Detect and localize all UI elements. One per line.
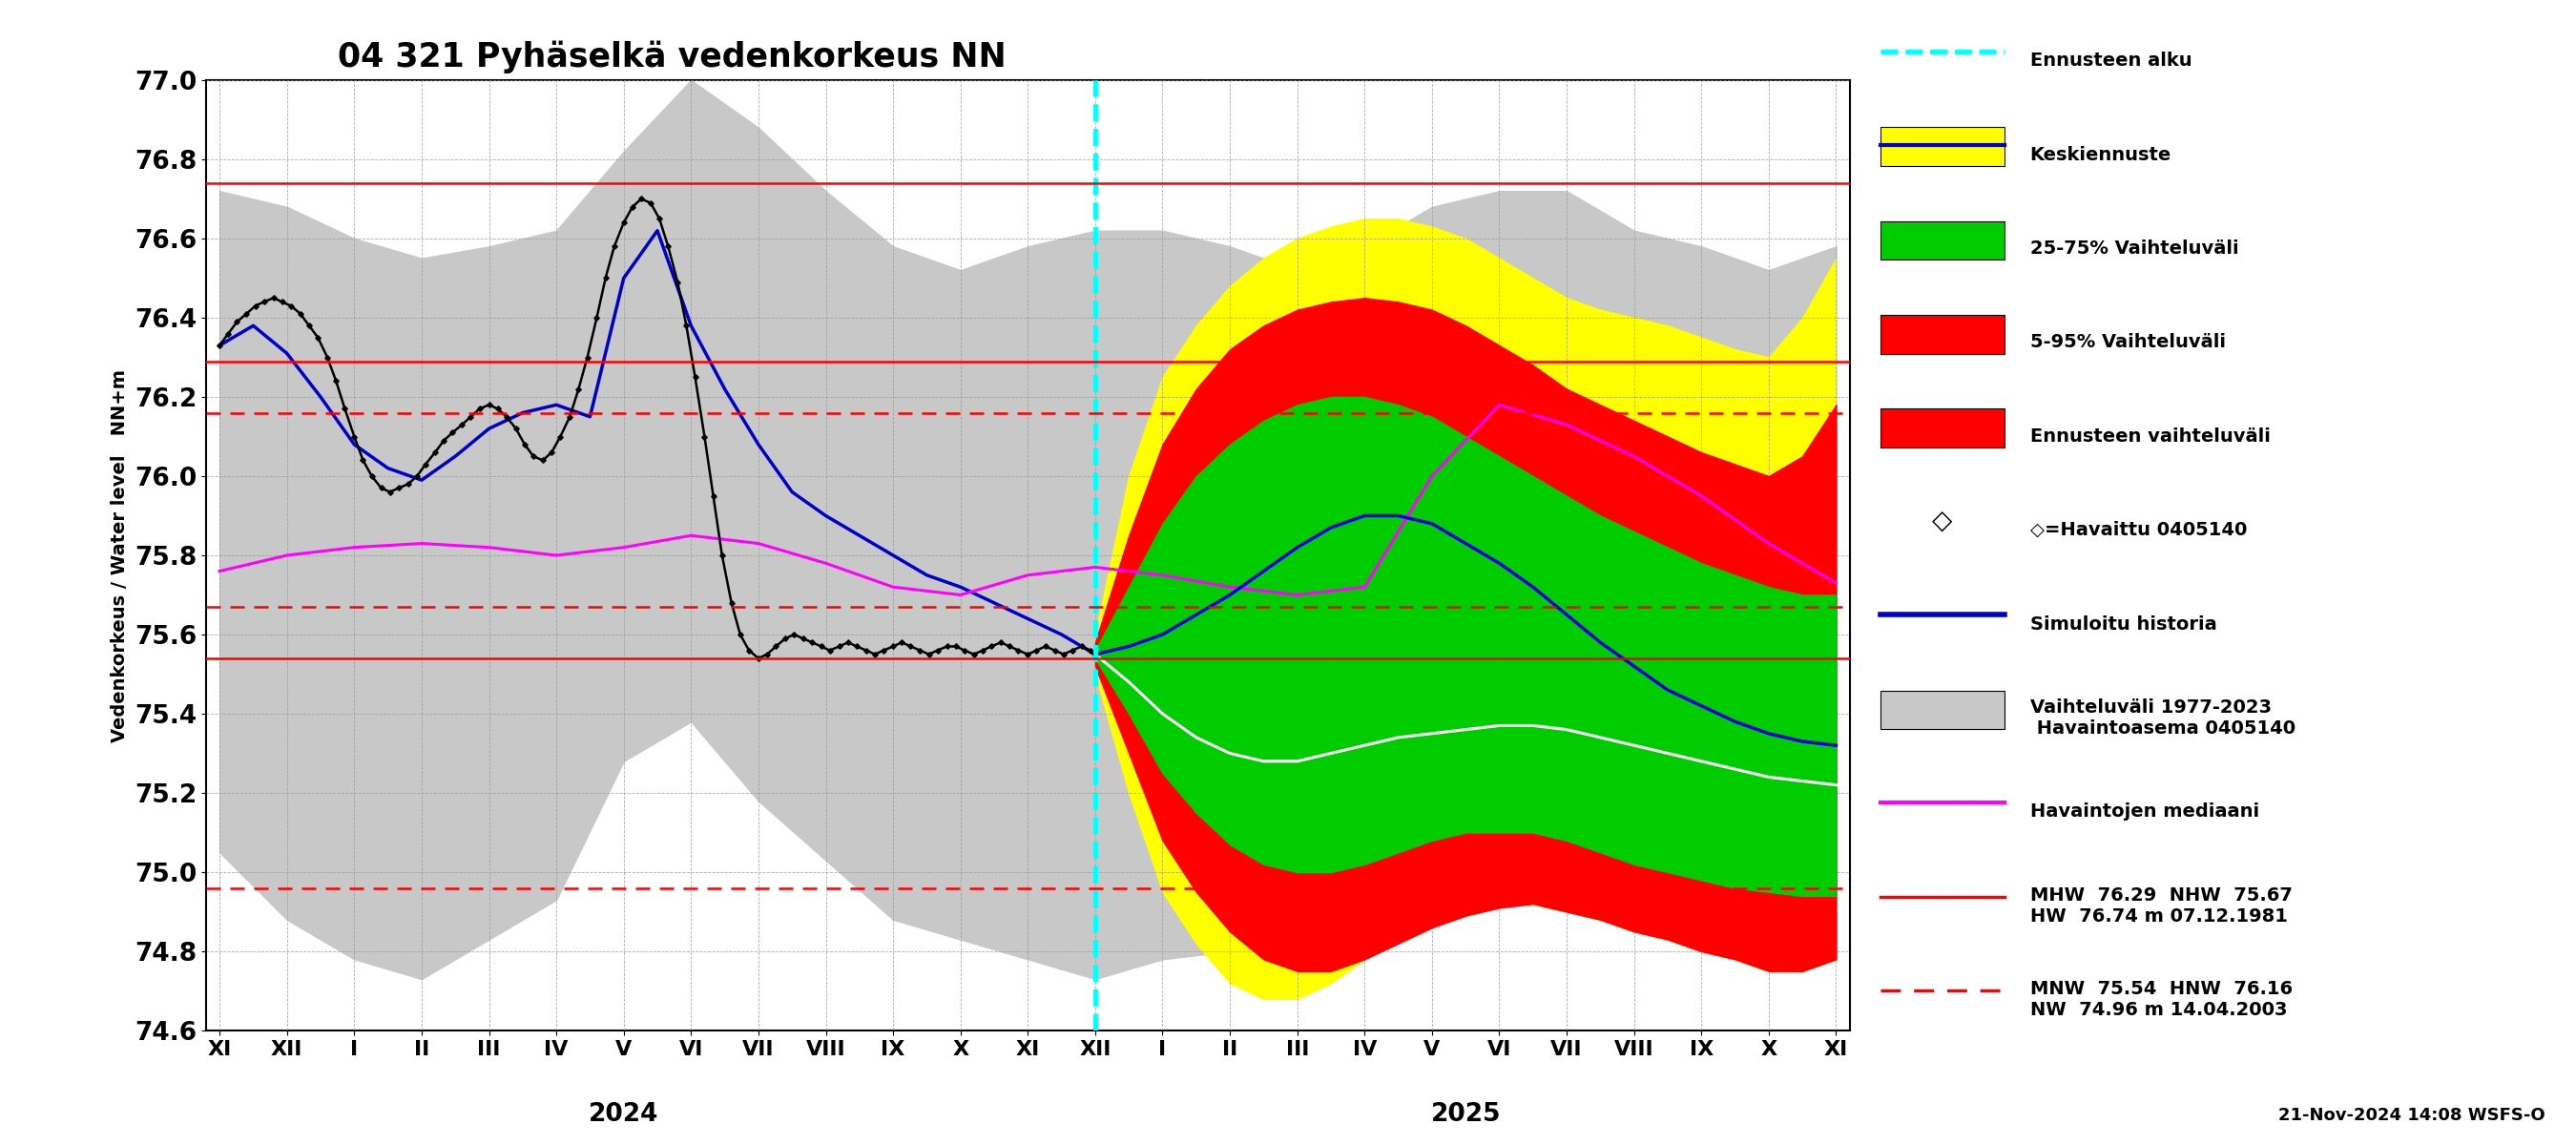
Text: MNW  75.54  HNW  76.16
NW  74.96 m 14.04.2003: MNW 75.54 HNW 76.16 NW 74.96 m 14.04.200… bbox=[2030, 980, 2293, 1019]
Text: 2024: 2024 bbox=[590, 1101, 659, 1127]
Text: 5-95% Vaihteluväli: 5-95% Vaihteluväli bbox=[2030, 333, 2226, 352]
Text: MHW  76.29  NHW  75.67
HW  76.74 m 07.12.1981: MHW 76.29 NHW 75.67 HW 76.74 m 07.12.198… bbox=[2030, 886, 2293, 925]
Text: 04 321 Pyhäselkä vedenkorkeus NN: 04 321 Pyhäselkä vedenkorkeus NN bbox=[337, 41, 1007, 73]
Text: ◇: ◇ bbox=[1932, 507, 1953, 535]
Text: Simuloitu historia: Simuloitu historia bbox=[2030, 615, 2215, 633]
Y-axis label: Vedenkorkeus / Water level   NN+m: Vedenkorkeus / Water level NN+m bbox=[111, 369, 129, 742]
Text: Ennusteen alku: Ennusteen alku bbox=[2030, 52, 2192, 70]
Text: 2025: 2025 bbox=[1430, 1101, 1502, 1127]
Text: 25-75% Vaihteluväli: 25-75% Vaihteluväli bbox=[2030, 239, 2239, 258]
Text: Ennusteen vaihteluväli: Ennusteen vaihteluväli bbox=[2030, 427, 2269, 445]
Text: Keskiennuste: Keskiennuste bbox=[2030, 145, 2172, 164]
Text: Havaintojen mediaani: Havaintojen mediaani bbox=[2030, 803, 2259, 821]
Text: 21-Nov-2024 14:08 WSFS-O: 21-Nov-2024 14:08 WSFS-O bbox=[2277, 1107, 2545, 1124]
Text: Vaihteluväli 1977-2023
 Havaintoasema 0405140: Vaihteluväli 1977-2023 Havaintoasema 040… bbox=[2030, 698, 2295, 737]
Text: ◇=Havaittu 0405140: ◇=Havaittu 0405140 bbox=[2030, 521, 2246, 539]
